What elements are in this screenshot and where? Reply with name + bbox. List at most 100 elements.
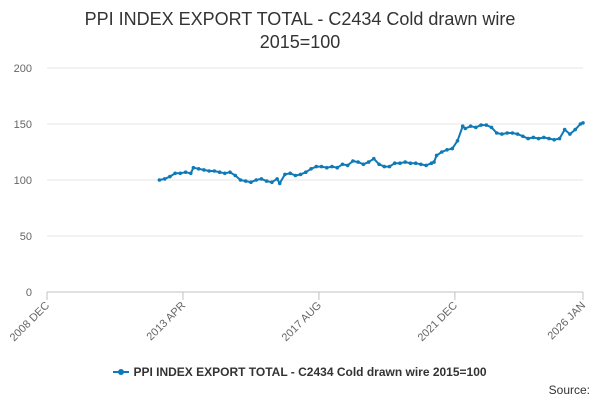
data-point[interactable] xyxy=(392,161,397,165)
data-point[interactable] xyxy=(468,124,473,128)
data-point[interactable] xyxy=(351,159,355,163)
data-point[interactable] xyxy=(298,172,303,177)
data-point[interactable] xyxy=(552,137,556,142)
data-point[interactable] xyxy=(568,132,572,136)
data-point[interactable] xyxy=(178,171,183,176)
data-point[interactable] xyxy=(413,161,418,165)
legend-item[interactable]: PPI INDEX EXPORT TOTAL - C2434 Cold draw… xyxy=(113,365,487,379)
x-tick-label: 2026 JAN xyxy=(545,300,588,343)
data-point[interactable] xyxy=(277,181,282,186)
data-point[interactable] xyxy=(536,136,541,141)
data-point[interactable] xyxy=(510,131,515,135)
data-point[interactable] xyxy=(377,162,381,167)
data-point[interactable] xyxy=(196,167,201,171)
data-point[interactable] xyxy=(372,156,376,161)
data-point[interactable] xyxy=(173,171,177,176)
data-point[interactable] xyxy=(223,171,227,176)
data-point[interactable] xyxy=(288,171,293,176)
x-tick-label: 2013 APR xyxy=(145,300,189,344)
data-point[interactable] xyxy=(500,132,504,136)
data-point[interactable] xyxy=(189,171,193,176)
data-point[interactable] xyxy=(581,121,585,125)
data-point[interactable] xyxy=(335,165,340,170)
y-tick-label: 50 xyxy=(20,231,32,243)
data-point[interactable] xyxy=(521,134,525,139)
chart-title-line-1: PPI INDEX EXPORT TOTAL - C2434 Cold draw… xyxy=(84,9,516,29)
data-point[interactable] xyxy=(238,178,243,182)
data-point[interactable] xyxy=(191,165,196,170)
data-point[interactable] xyxy=(249,180,253,184)
data-point[interactable] xyxy=(228,170,232,174)
data-point[interactable] xyxy=(450,146,455,151)
data-point[interactable] xyxy=(293,173,298,178)
chart-title-line-2: 2015=100 xyxy=(259,32,341,52)
data-point[interactable] xyxy=(474,125,478,130)
data-point[interactable] xyxy=(304,170,308,174)
data-point[interactable] xyxy=(162,177,167,181)
chart-title: PPI INDEX EXPORT TOTAL - C2434 Cold draw… xyxy=(0,8,600,54)
data-point[interactable] xyxy=(345,163,350,168)
data-point[interactable] xyxy=(408,161,413,165)
data-point[interactable] xyxy=(157,178,162,182)
data-point[interactable] xyxy=(505,131,510,135)
x-tick-label: 2021 DEC xyxy=(416,300,460,344)
x-tick-label: 2008 DEC xyxy=(8,300,52,344)
axis-layer: 0 50 100 150 200 2008 DEC 2013 APR 2017 AUG 2021… xyxy=(8,63,588,344)
data-point[interactable] xyxy=(460,124,465,128)
y-tick-label: 150 xyxy=(14,119,32,131)
data-point[interactable] xyxy=(168,174,172,179)
data-point[interactable] xyxy=(254,178,258,182)
y-tick-label: 100 xyxy=(14,175,32,187)
data-point[interactable] xyxy=(531,135,536,140)
source-label: Source: xyxy=(548,383,590,397)
data-point[interactable] xyxy=(233,173,238,178)
data-point[interactable] xyxy=(515,132,520,136)
data-point[interactable] xyxy=(479,123,483,127)
data-point[interactable] xyxy=(217,170,222,174)
data-point[interactable] xyxy=(562,127,567,132)
data-point[interactable] xyxy=(463,126,468,131)
data-point[interactable] xyxy=(440,150,444,154)
data-point[interactable] xyxy=(547,136,551,141)
data-point[interactable] xyxy=(207,169,211,173)
data-point[interactable] xyxy=(314,164,319,169)
data-point[interactable] xyxy=(283,172,287,177)
data-point[interactable] xyxy=(366,160,371,164)
data-point[interactable] xyxy=(325,165,329,170)
data-point[interactable] xyxy=(212,169,217,173)
y-tick-label: 200 xyxy=(14,63,32,75)
data-point[interactable] xyxy=(403,160,408,164)
data-point[interactable] xyxy=(489,125,494,130)
data-point[interactable] xyxy=(330,164,334,169)
data-point[interactable] xyxy=(398,161,402,165)
data-point[interactable] xyxy=(526,136,530,141)
data-point[interactable] xyxy=(202,168,206,172)
data-point[interactable] xyxy=(387,164,392,169)
data-point[interactable] xyxy=(434,153,439,158)
data-point[interactable] xyxy=(494,131,499,135)
data-point[interactable] xyxy=(275,177,279,181)
legend: PPI INDEX EXPORT TOTAL - C2434 Cold draw… xyxy=(0,365,600,380)
data-point[interactable] xyxy=(419,162,423,167)
data-point[interactable] xyxy=(424,163,428,168)
data-point[interactable] xyxy=(361,162,366,167)
data-point[interactable] xyxy=(356,160,360,164)
data-point[interactable] xyxy=(243,179,248,183)
data-point[interactable] xyxy=(264,179,269,183)
data-point[interactable] xyxy=(309,167,313,171)
data-point[interactable] xyxy=(382,164,387,169)
data-point[interactable] xyxy=(557,136,562,141)
data-point[interactable] xyxy=(573,127,577,132)
x-tick-label: 2017 AUG xyxy=(280,300,324,344)
data-point[interactable] xyxy=(259,177,264,181)
data-point[interactable] xyxy=(455,139,460,143)
data-point[interactable] xyxy=(319,164,324,169)
data-point[interactable] xyxy=(484,123,489,127)
data-point[interactable] xyxy=(183,170,188,174)
data-point[interactable] xyxy=(432,160,436,164)
data-point[interactable] xyxy=(542,135,546,140)
data-point[interactable] xyxy=(445,148,449,152)
data-point[interactable] xyxy=(270,180,274,184)
data-point[interactable] xyxy=(340,162,345,167)
